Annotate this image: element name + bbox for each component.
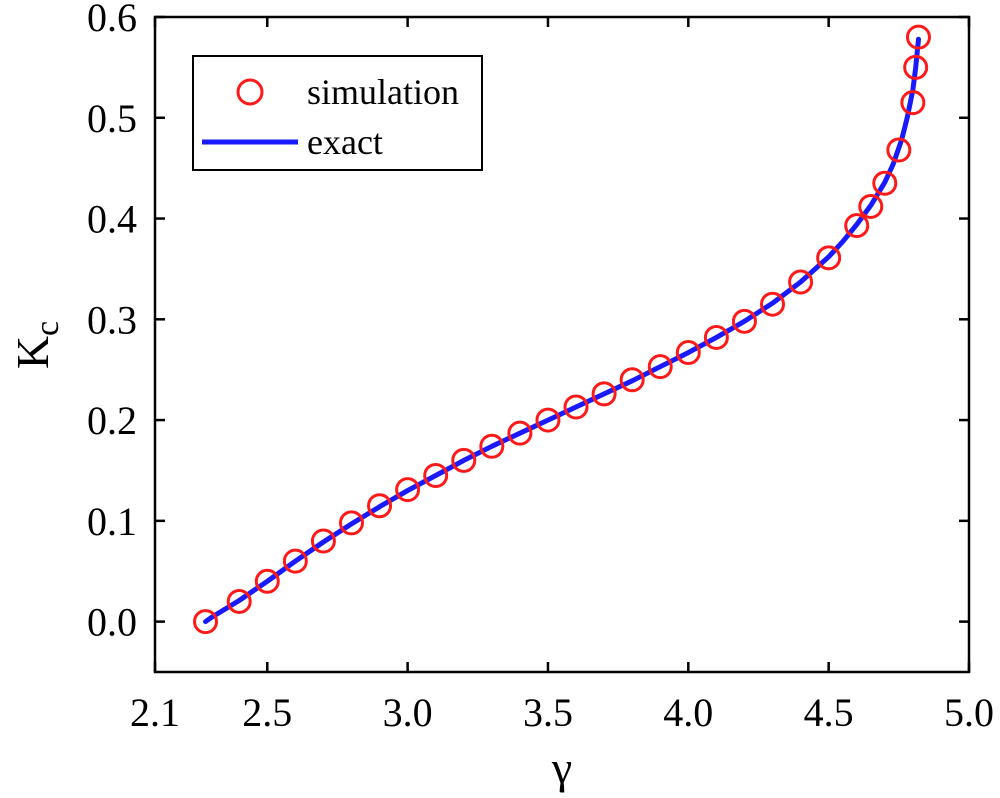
legend-simulation-label: simulation bbox=[307, 72, 459, 112]
simulation-point bbox=[338, 510, 364, 536]
simulation-point bbox=[886, 137, 912, 163]
simulation-point bbox=[451, 447, 477, 473]
y-tick-label: 0.1 bbox=[87, 499, 137, 544]
simulation-point bbox=[282, 548, 308, 574]
simulation-point bbox=[310, 528, 336, 554]
simulation-point bbox=[619, 367, 645, 393]
simulation-point bbox=[591, 381, 617, 407]
y-tick-label: 0.6 bbox=[87, 0, 137, 40]
y-tick-label: 0.4 bbox=[87, 197, 137, 242]
y-tick-label: 0.3 bbox=[87, 297, 137, 342]
x-tick-label: 2.5 bbox=[242, 690, 292, 735]
simulation-point bbox=[844, 213, 870, 239]
simulation-point bbox=[905, 24, 931, 50]
simulation-point bbox=[788, 269, 814, 295]
simulation-point bbox=[703, 324, 729, 350]
x-tick-label: 4.0 bbox=[663, 690, 713, 735]
simulation-point bbox=[647, 354, 673, 380]
simulation-point bbox=[563, 394, 589, 420]
simulation-point bbox=[395, 477, 421, 503]
simulation-point bbox=[872, 170, 898, 196]
x-tick-label: 3.5 bbox=[523, 690, 573, 735]
legend-box bbox=[192, 55, 483, 171]
simulation-point bbox=[367, 493, 393, 519]
simulation-point bbox=[858, 193, 884, 219]
plot-frame bbox=[153, 15, 971, 674]
ticks-layer: 2.1 2.5 3.0 3.5 4.0 4.5 5.0 0.0 0.1 0.2 0.3 0.4 0.5 0… bbox=[87, 0, 994, 735]
y-tick-label: 0.0 bbox=[87, 600, 137, 645]
simulation-point bbox=[900, 90, 926, 116]
y-axis-label-main: K bbox=[7, 336, 58, 369]
simulation-point bbox=[507, 420, 533, 446]
simulation-point bbox=[760, 291, 786, 317]
marker-layer bbox=[193, 24, 931, 635]
simulation-point bbox=[193, 609, 219, 635]
x-tick-label: 5.0 bbox=[944, 690, 994, 735]
svg-text:Kc: Kc bbox=[7, 321, 66, 369]
legend-simulation-marker bbox=[236, 78, 264, 106]
simulation-point bbox=[423, 463, 449, 488]
y-axis-label: Kc bbox=[7, 321, 66, 369]
y-tick-label: 0.5 bbox=[87, 96, 137, 141]
simulation-point bbox=[731, 308, 757, 334]
x-axis-label: γ bbox=[551, 742, 572, 793]
x-tick-label: 2.1 bbox=[130, 690, 180, 735]
simulation-point bbox=[254, 568, 280, 594]
simulation-point bbox=[903, 54, 929, 80]
y-axis-label-sub: c bbox=[29, 321, 66, 336]
simulation-point bbox=[816, 245, 842, 271]
x-tick-label: 3.0 bbox=[383, 690, 433, 735]
legend: simulation exact bbox=[192, 55, 483, 171]
y-tick-label: 0.2 bbox=[87, 398, 137, 443]
simulation-point bbox=[226, 588, 252, 614]
simulation-point bbox=[479, 433, 505, 459]
simulation-point bbox=[675, 340, 701, 366]
x-tick-label: 4.5 bbox=[804, 690, 854, 735]
simulation-point bbox=[535, 407, 561, 433]
legend-exact-label: exact bbox=[307, 122, 383, 162]
